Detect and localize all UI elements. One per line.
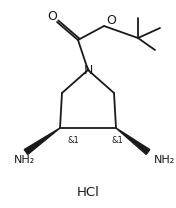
Polygon shape	[116, 128, 150, 154]
Polygon shape	[24, 128, 60, 155]
Text: NH₂: NH₂	[14, 155, 35, 165]
Text: O: O	[47, 10, 57, 24]
Text: N: N	[83, 64, 93, 78]
Text: O: O	[106, 15, 116, 27]
Text: NH₂: NH₂	[154, 155, 175, 165]
Text: &1: &1	[112, 136, 124, 145]
Text: HCl: HCl	[77, 186, 99, 198]
Text: &1: &1	[68, 136, 80, 145]
